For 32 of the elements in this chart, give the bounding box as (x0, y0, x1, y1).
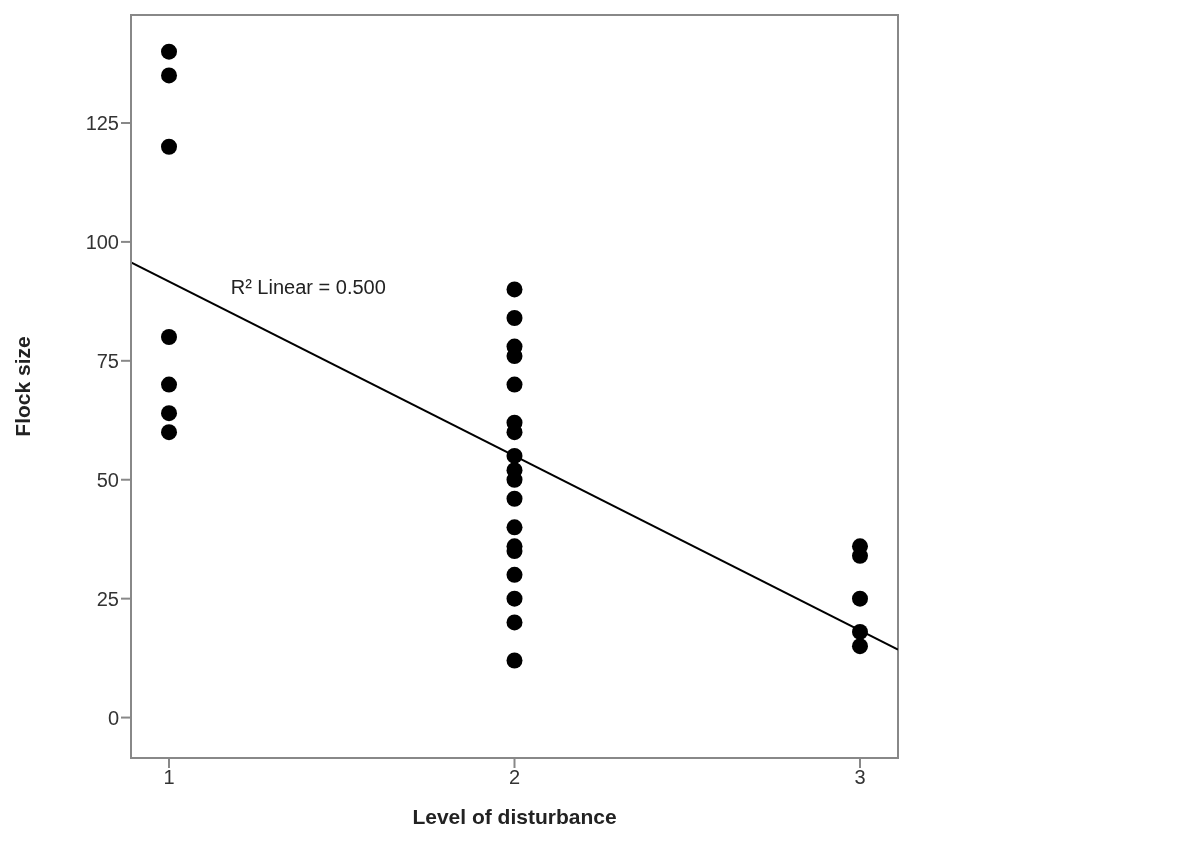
point (161, 43, 178, 60)
y-tick-label: 100 (85, 231, 119, 253)
point (852, 623, 868, 640)
point (506, 310, 523, 326)
y-axis-title: Flock size (11, 336, 35, 437)
point (506, 519, 523, 536)
point (161, 329, 178, 346)
point (506, 566, 523, 583)
point (161, 138, 178, 155)
x-axis-title: Level of disturbance (412, 805, 617, 828)
point (161, 67, 178, 84)
point (506, 376, 523, 393)
point (852, 590, 868, 607)
annotation: R² Linear = 0.500 (230, 275, 386, 298)
x-tick-label: 3 (854, 766, 866, 789)
point (161, 405, 178, 422)
point (506, 447, 523, 464)
point (161, 424, 178, 441)
point (506, 590, 523, 607)
point (506, 281, 523, 298)
y-tick-label: 0 (107, 706, 119, 729)
y-tick-label: 125 (85, 112, 119, 135)
point (506, 652, 523, 669)
point (506, 490, 523, 507)
y-tick-label: 50 (96, 468, 119, 491)
point (506, 614, 523, 631)
y-tick-label: 75 (96, 349, 119, 372)
x-tick-label: 1 (163, 766, 175, 789)
point (161, 376, 178, 393)
x-tick-label: 2 (508, 766, 521, 789)
y-tick-label: 25 (96, 587, 119, 610)
point (852, 638, 868, 655)
